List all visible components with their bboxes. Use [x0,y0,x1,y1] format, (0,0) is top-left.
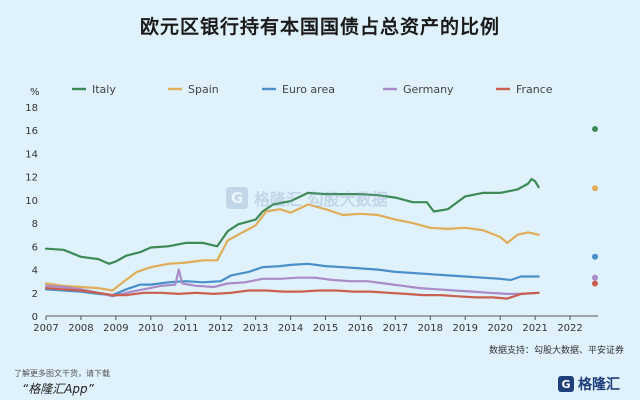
brand-logo: G 格隆汇 [558,374,620,394]
y-tick-label: 2 [32,289,38,300]
x-tick-label: 2014 [278,323,303,334]
brand-logo-text: 格隆汇 [578,377,620,393]
y-tick-label: 10 [25,196,38,207]
y-tick-label: 6 [32,242,38,253]
x-tick-label: 2021 [522,323,547,334]
x-tick-label: 2009 [103,323,128,334]
legend-label-euro-area: Euro area [282,83,335,96]
chart-title: 欧元区银行持有本国国债占总资产的比例 [139,16,500,38]
y-tick-label: 8 [32,219,38,230]
x-axis: 2007 2008 2009 2010 2011 2012 2013 2014 2015 2016… [33,315,598,334]
x-tick-label: 2016 [348,323,373,334]
x-tick-label: 2013 [243,323,268,334]
watermark-text: 格隆汇 勾股大数据 [254,190,388,209]
end-marker-italy [592,126,598,133]
end-marker-euro-area [592,253,598,260]
y-tick-label: 4 [32,266,38,277]
y-tick-label: 18 [25,103,38,114]
x-tick-label: 2019 [453,323,478,334]
app-name: “格隆汇App” [22,382,94,396]
series-line-france [44,287,540,300]
y-tick-label: 12 [25,173,38,184]
series-line-spain [44,203,540,292]
series-line-euro-area [44,262,540,297]
x-tick-label: 2012 [208,323,233,334]
legend: Italy Spain Euro area Germany France [72,83,553,96]
legend-label-italy: Italy [92,83,116,96]
watermark-logo-icon: G [226,187,248,209]
x-tick-label: 2007 [33,323,58,334]
data-source: 数据支持：勾股大数据、平安证券 [488,346,624,356]
x-tick-label: 2008 [68,323,93,334]
end-marker-germany [592,274,598,281]
end-marker-spain [592,185,598,192]
end-markers [592,126,598,287]
watermark: G 格隆汇 勾股大数据 [226,186,388,210]
legend-label-germany: Germany [403,83,454,96]
series-line-italy [44,177,540,265]
download-note: 了解更多图文干货，请下载 [14,369,110,378]
x-tick-label: 2010 [138,323,163,334]
x-tick-label: 2020 [487,323,512,334]
y-tick-label: 0 [32,312,38,323]
end-marker-france [592,280,598,287]
x-tick-label: 2015 [313,323,338,334]
series-line-germany [44,268,540,298]
y-axis: % 0 2 4 6 8 10 12 14 16 18 [25,87,39,323]
y-unit-label: % [30,87,40,98]
y-tick-label: 14 [25,149,38,160]
series-lines [44,177,540,300]
x-tick-label: 2011 [173,323,198,334]
legend-label-france: France [516,83,553,96]
y-tick-label: 16 [25,126,38,137]
legend-label-spain: Spain [188,83,219,96]
brand-logo-icon: G [558,376,574,392]
x-tick-label: 2022 [557,323,582,334]
x-tick-label: 2018 [418,323,443,334]
x-tick-label: 2017 [383,323,408,334]
